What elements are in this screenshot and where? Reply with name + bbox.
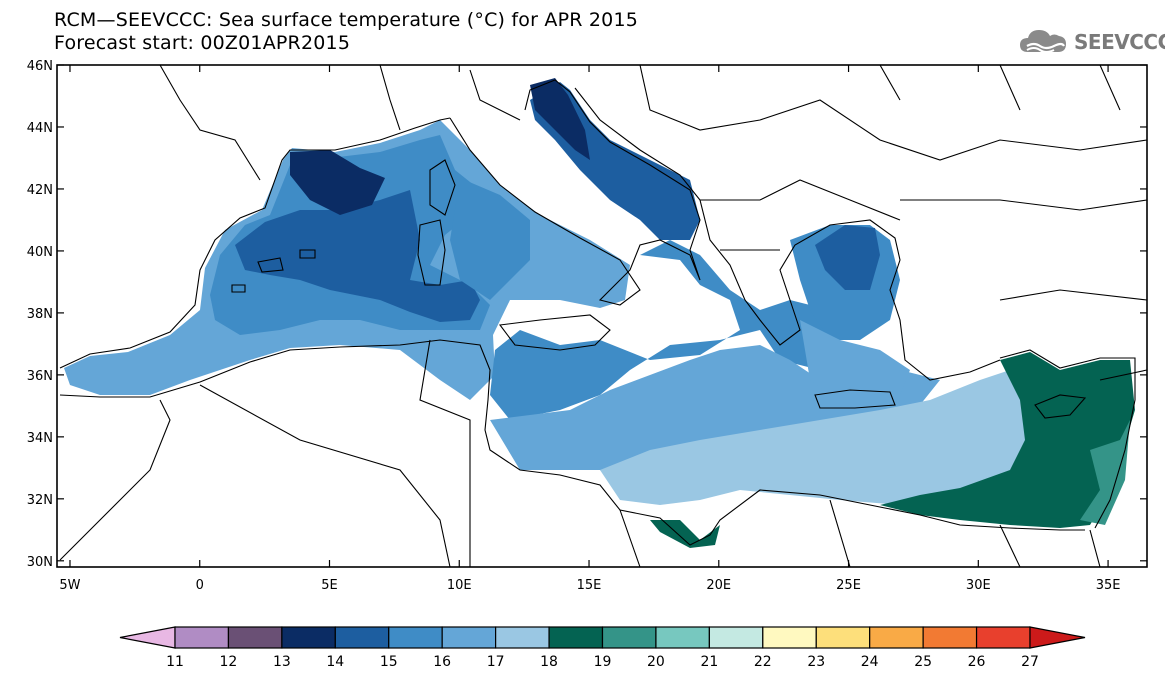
colorbar-label: 18	[540, 654, 558, 670]
colorbar-segment	[815, 626, 871, 649]
sst-region-aegean-17	[800, 320, 910, 395]
colorbar-label: 24	[861, 654, 879, 670]
borders-europe	[159, 65, 1147, 381]
colorbar-label: 23	[807, 654, 825, 670]
colorbar-segment	[869, 626, 924, 649]
colorbar-label: 11	[166, 654, 184, 670]
lat-tick-label: 40N	[27, 245, 53, 260]
latitude-axis: 46N 44N 42N 40N 38N 36N 34N 32N 30N	[27, 59, 1147, 570]
colorbar-label: 19	[594, 654, 612, 670]
map-frame	[56, 64, 1148, 568]
colorbar-segment	[975, 626, 1031, 649]
colorbar-segment	[708, 626, 764, 649]
logo-text: SEEVCCC	[1074, 30, 1165, 54]
colorbar-label: 16	[433, 654, 451, 670]
sst-region-egypt-coast-19	[650, 520, 720, 548]
lat-tick-label: 46N	[27, 59, 53, 74]
colorbar-segment	[441, 626, 497, 649]
sst-region-west-15	[235, 190, 480, 322]
lat-tick-label: 34N	[27, 431, 53, 446]
colorbar-label: 22	[754, 654, 772, 670]
coastline-iberia-france	[59, 117, 451, 369]
coastline-balkans	[574, 87, 1001, 381]
coastline-levant	[999, 349, 1136, 529]
colorbar-segment	[762, 626, 817, 649]
coastlines	[59, 65, 1147, 567]
colorbar-label: 17	[487, 654, 505, 670]
sst-region-adriatic-14	[530, 78, 590, 160]
colorbar-label: 14	[326, 654, 344, 670]
coastline-balearic	[231, 249, 316, 293]
sst-region-levantine-20	[1080, 420, 1130, 525]
coastline-italy	[449, 79, 701, 306]
lat-tick-label: 44N	[27, 121, 53, 136]
coastline-sardinia	[417, 219, 446, 286]
lat-tick-label: 38N	[27, 307, 53, 322]
sst-region-gulf-of-lion-14	[290, 150, 385, 215]
colorbar-segment	[227, 626, 283, 649]
lon-tick-label: 15E	[577, 578, 602, 593]
colorbar-segment	[334, 626, 390, 649]
lon-tick-label: 35E	[1096, 578, 1121, 593]
colorbar-label: 27	[1021, 654, 1039, 670]
colorbar-segment	[655, 626, 710, 649]
lat-tick-label: 42N	[27, 183, 53, 198]
coastline-cyprus	[1034, 394, 1087, 419]
sst-region-ionian-16	[490, 240, 840, 420]
lat-tick-label: 32N	[27, 493, 53, 508]
lon-tick-label: 25E	[836, 578, 861, 593]
lat-tick-label: 30N	[27, 555, 53, 570]
lon-tick-label: 0	[196, 578, 204, 593]
colorbar-segment	[548, 626, 604, 649]
sst-region-tyrrhenian-16	[450, 178, 530, 300]
colorbar-label: 15	[380, 654, 398, 670]
lon-tick-label: 5W	[59, 578, 80, 593]
colorbar-label: 21	[700, 654, 718, 670]
seevccc-logo: SEEVCCC	[1018, 26, 1165, 58]
coastline-sicily	[498, 314, 611, 351]
colorbar-segment	[174, 626, 230, 649]
colorbar-segment	[281, 626, 336, 649]
lon-tick-label: 20E	[706, 578, 731, 593]
cloud-icon	[1020, 30, 1066, 53]
colorbar-segment	[495, 626, 550, 649]
colorbar: 11 12 13 14 15 16 17 18 19 20 21 22 23 24 25 26 27	[119, 626, 1086, 670]
coastline-north-africa	[59, 339, 1085, 546]
sst-region-aegean-15	[815, 225, 880, 290]
colorbar-label: 13	[273, 654, 291, 670]
lon-tick-label: 30E	[966, 578, 991, 593]
forecast-start-label: Forecast start: 00Z01APR2015	[54, 32, 351, 54]
colorbar-label: 20	[647, 654, 665, 670]
colorbar-label: 25	[914, 654, 932, 670]
colorbar-segment	[388, 626, 443, 649]
map-title: RCM—SEEVCCC: Sea surface temperature (°C…	[54, 9, 639, 31]
colorbar-segment	[1029, 626, 1086, 649]
borders-africa	[59, 339, 1101, 567]
colorbar-segment	[601, 626, 657, 649]
colorbar-label: 26	[968, 654, 986, 670]
longitude-axis: 5W 0 5E 10E 15E 20E 25E 30E 35E	[59, 65, 1120, 593]
lon-tick-label: 10E	[447, 578, 472, 593]
coastline-corsica	[429, 159, 456, 216]
coastline-crete	[814, 389, 896, 409]
sst-region-levantine-18	[600, 370, 1050, 505]
lon-tick-label: 5E	[321, 578, 338, 593]
lat-tick-label: 36N	[27, 369, 53, 384]
colorbar-segment	[922, 626, 978, 649]
colorbar-segment	[119, 626, 176, 649]
colorbar-label: 12	[220, 654, 238, 670]
